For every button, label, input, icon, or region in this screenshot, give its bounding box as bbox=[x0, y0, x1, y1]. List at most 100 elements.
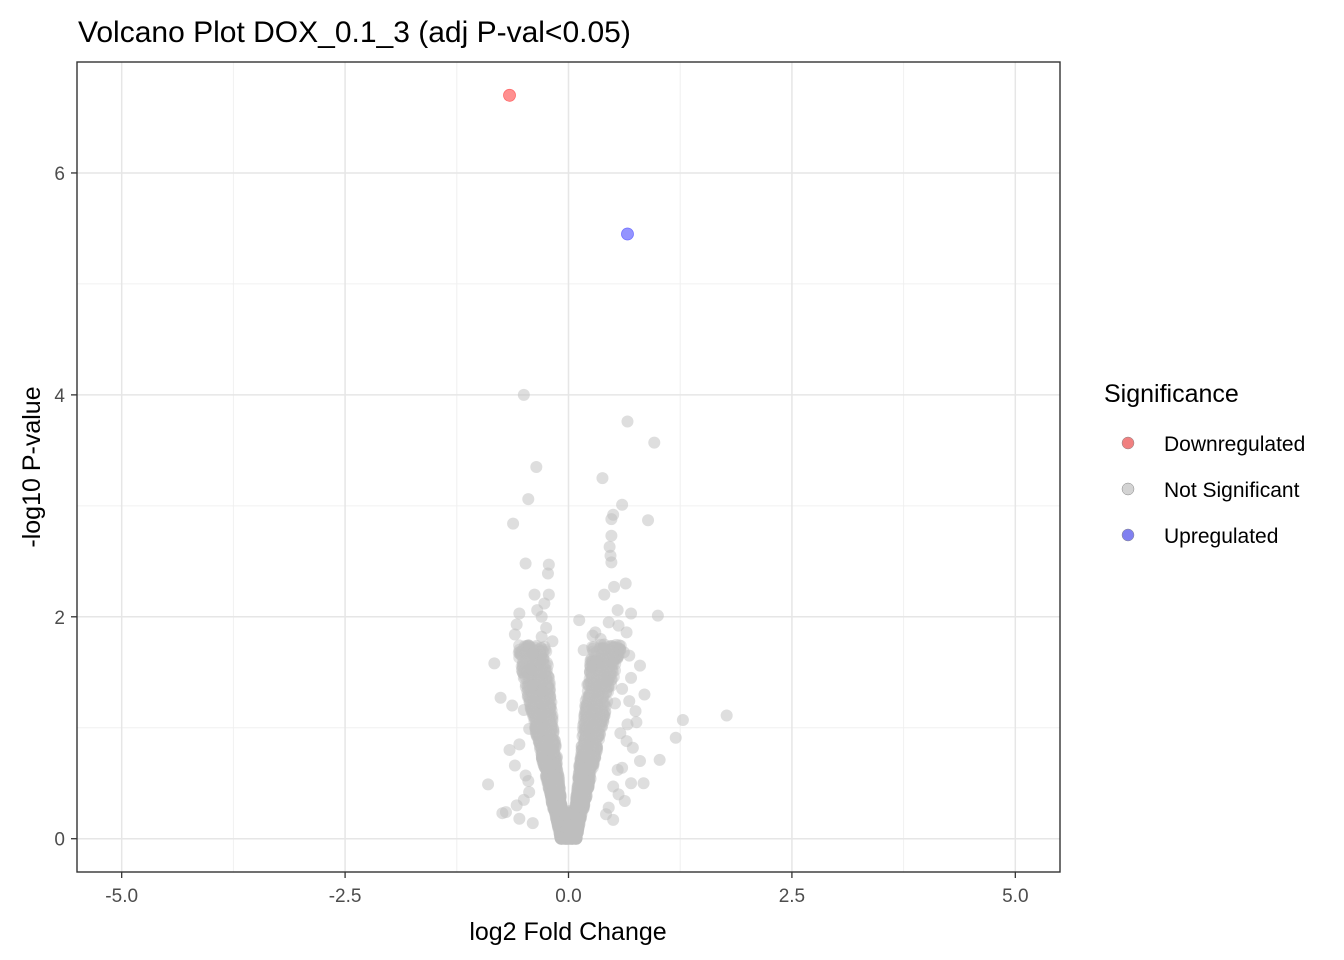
point-not-significant bbox=[535, 706, 548, 719]
point-not-significant bbox=[591, 674, 604, 687]
point-not-significant bbox=[575, 788, 588, 801]
point-not-significant bbox=[538, 675, 551, 688]
point-not-significant bbox=[607, 813, 620, 826]
point-not-significant bbox=[598, 709, 611, 722]
point-not-significant bbox=[561, 832, 574, 845]
point-not-significant bbox=[579, 789, 592, 802]
point-not-significant bbox=[553, 816, 566, 829]
point-not-significant bbox=[576, 783, 589, 796]
point-not-significant bbox=[549, 761, 562, 774]
point-not-significant bbox=[549, 793, 562, 806]
point-not-significant bbox=[578, 747, 591, 760]
point-not-significant bbox=[539, 669, 552, 682]
point-not-significant bbox=[565, 820, 578, 833]
point-not-significant bbox=[530, 461, 543, 473]
point-not-significant bbox=[552, 783, 565, 796]
point-not-significant bbox=[552, 794, 565, 807]
point-not-significant bbox=[536, 751, 549, 764]
point-not-significant bbox=[543, 774, 556, 787]
point-not-significant bbox=[565, 832, 578, 845]
point-not-significant bbox=[564, 832, 577, 845]
point-not-significant bbox=[576, 780, 589, 793]
point-not-significant bbox=[548, 745, 561, 758]
point-not-significant bbox=[571, 826, 584, 839]
point-not-significant bbox=[547, 769, 560, 782]
point-not-significant bbox=[566, 827, 579, 840]
point-not-significant bbox=[570, 806, 583, 819]
point-not-significant bbox=[571, 824, 584, 837]
point-not-significant bbox=[557, 832, 570, 845]
point-not-significant bbox=[551, 800, 564, 813]
point-not-significant bbox=[578, 772, 591, 785]
point-not-significant bbox=[564, 832, 577, 845]
point-not-significant bbox=[589, 692, 602, 705]
point-not-significant bbox=[564, 819, 577, 832]
point-not-significant bbox=[540, 700, 553, 713]
point-not-significant bbox=[545, 787, 558, 800]
point-not-significant bbox=[542, 769, 555, 782]
point-not-significant bbox=[568, 817, 581, 830]
point-not-significant bbox=[572, 802, 585, 815]
point-not-significant bbox=[537, 743, 550, 756]
point-not-significant bbox=[581, 740, 594, 753]
point-not-significant bbox=[567, 823, 580, 836]
point-not-significant bbox=[566, 809, 579, 822]
point-not-significant bbox=[547, 768, 560, 781]
point-not-significant bbox=[580, 779, 593, 792]
point-not-significant bbox=[546, 760, 559, 773]
point-not-significant bbox=[540, 736, 553, 749]
point-not-significant bbox=[618, 794, 631, 807]
point-not-significant bbox=[591, 709, 604, 722]
point-not-significant bbox=[581, 712, 594, 725]
point-not-significant bbox=[570, 823, 583, 836]
point-not-significant bbox=[578, 787, 591, 800]
point-not-significant bbox=[582, 755, 595, 768]
point-not-significant bbox=[558, 831, 571, 844]
point-not-significant bbox=[574, 810, 587, 823]
point-not-significant bbox=[621, 415, 634, 428]
point-not-significant bbox=[570, 826, 583, 839]
point-not-significant bbox=[544, 729, 557, 742]
point-not-significant bbox=[550, 772, 563, 785]
point-not-significant bbox=[554, 791, 567, 804]
point-not-significant bbox=[562, 825, 575, 838]
point-not-significant bbox=[546, 740, 559, 753]
point-not-significant bbox=[542, 736, 555, 749]
point-not-significant bbox=[566, 830, 579, 843]
point-not-significant bbox=[528, 706, 541, 719]
point-not-significant bbox=[539, 770, 552, 783]
point-not-significant bbox=[574, 758, 587, 771]
point-not-significant bbox=[576, 748, 589, 761]
point-not-significant bbox=[573, 811, 586, 824]
point-not-significant bbox=[539, 694, 552, 707]
point-not-significant bbox=[584, 742, 597, 755]
point-not-significant bbox=[587, 757, 600, 770]
point-not-significant bbox=[554, 805, 567, 818]
point-not-significant bbox=[559, 825, 572, 838]
point-not-significant bbox=[548, 801, 561, 814]
point-not-significant bbox=[557, 811, 570, 824]
point-not-significant bbox=[575, 801, 588, 814]
point-not-significant bbox=[571, 823, 584, 836]
point-not-significant bbox=[568, 825, 581, 838]
point-not-significant bbox=[571, 813, 584, 826]
point-not-significant bbox=[567, 827, 580, 840]
point-not-significant bbox=[574, 777, 587, 790]
point-not-significant bbox=[541, 730, 554, 743]
point-not-significant bbox=[586, 739, 599, 752]
point-not-significant bbox=[552, 805, 565, 818]
point-not-significant bbox=[555, 831, 568, 844]
point-not-significant bbox=[558, 819, 571, 832]
point-not-significant bbox=[573, 777, 586, 790]
point-not-significant bbox=[549, 768, 562, 781]
point-not-significant bbox=[543, 743, 556, 756]
point-not-significant bbox=[548, 778, 561, 791]
point-not-significant bbox=[570, 828, 583, 841]
point-not-significant bbox=[638, 688, 651, 701]
point-not-significant bbox=[570, 796, 583, 809]
point-not-significant bbox=[546, 788, 559, 801]
point-not-significant bbox=[551, 818, 564, 831]
point-not-significant bbox=[572, 772, 585, 785]
point-not-significant bbox=[568, 825, 581, 838]
point-not-significant bbox=[558, 825, 571, 838]
